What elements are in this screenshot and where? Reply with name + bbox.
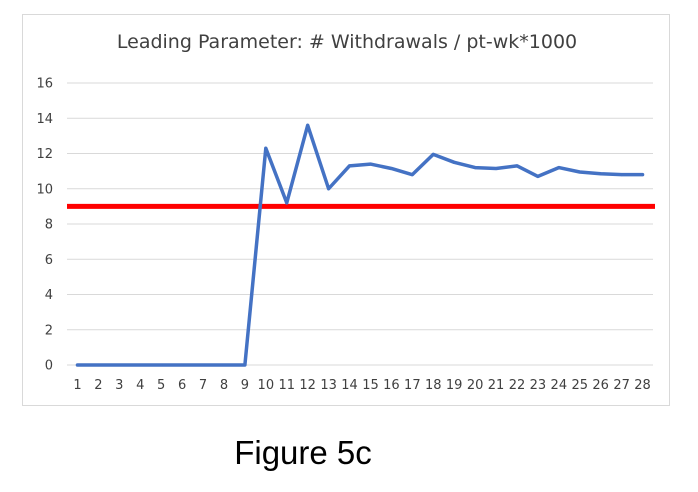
- x-tick-label: 25: [571, 378, 588, 393]
- x-tick-label: 8: [220, 378, 228, 393]
- data-point: [348, 164, 352, 168]
- data-point: [620, 173, 624, 177]
- x-tick-label: 12: [299, 378, 316, 393]
- x-tick-label: 20: [467, 378, 484, 393]
- x-tick-label: 4: [136, 378, 144, 393]
- x-tick-label: 9: [241, 378, 249, 393]
- data-point: [599, 172, 603, 176]
- chart-frame: Leading Parameter: # Withdrawals / pt-wk…: [22, 14, 670, 406]
- data-point: [515, 164, 519, 168]
- series-line: [75, 123, 645, 367]
- x-tick-label: 1: [73, 378, 81, 393]
- x-tick-label: 22: [509, 378, 526, 393]
- x-tick-label: 21: [488, 378, 505, 393]
- data-point: [243, 363, 247, 367]
- data-point: [159, 363, 163, 367]
- chart-title: Leading Parameter: # Withdrawals / pt-wk…: [116, 31, 578, 53]
- x-tick-label: 14: [341, 378, 358, 393]
- x-tick-label: 7: [199, 378, 207, 393]
- x-tick-label: 13: [320, 378, 337, 393]
- data-point: [117, 363, 121, 367]
- y-tick-label: 12: [36, 147, 53, 162]
- x-tick-label: 17: [404, 378, 421, 393]
- x-axis-ticks: 1 2 3 4 5 6 7 8 9 10 11 12 13 14 15 16 17 18 19 20 21 22 23 24 2…: [73, 378, 650, 393]
- data-point: [494, 166, 498, 170]
- data-point: [75, 363, 79, 367]
- y-tick-label: 0: [45, 359, 53, 374]
- x-tick-label: 15: [362, 378, 379, 393]
- x-tick-label: 18: [425, 378, 442, 393]
- x-tick-label: 11: [278, 378, 295, 393]
- x-tick-label: 10: [258, 378, 275, 393]
- data-point: [536, 174, 540, 178]
- figure-caption: Figure 5c: [234, 434, 372, 471]
- x-tick-label: 27: [613, 378, 630, 393]
- data-point: [180, 363, 184, 367]
- y-tick-label: 2: [45, 323, 53, 338]
- y-axis-ticks: 0 2 4 6 8 10 12 14 16: [36, 77, 53, 374]
- x-tick-label: 28: [634, 378, 651, 393]
- data-point: [222, 363, 226, 367]
- data-point: [431, 152, 435, 156]
- y-tick-label: 8: [45, 218, 53, 233]
- data-point: [410, 173, 414, 177]
- x-tick-label: 6: [178, 378, 186, 393]
- data-point: [138, 363, 142, 367]
- y-tick-label: 16: [36, 77, 53, 92]
- y-tick-label: 4: [45, 288, 53, 303]
- x-tick-label: 26: [592, 378, 609, 393]
- y-tick-label: 10: [36, 182, 53, 197]
- x-tick-label: 23: [530, 378, 547, 393]
- x-tick-label: 5: [157, 378, 165, 393]
- data-point: [368, 162, 372, 166]
- data-point: [578, 170, 582, 174]
- x-tick-label: 16: [383, 378, 400, 393]
- data-point: [473, 166, 477, 170]
- data-point: [389, 166, 393, 170]
- x-tick-label: 24: [551, 378, 568, 393]
- data-point: [452, 160, 456, 164]
- y-tick-label: 14: [36, 112, 53, 127]
- x-tick-label: 3: [115, 378, 123, 393]
- series: [75, 123, 645, 367]
- data-point: [557, 166, 561, 170]
- data-point: [96, 363, 100, 367]
- data-point: [327, 187, 331, 191]
- data-point: [306, 123, 310, 127]
- gridlines: [67, 82, 653, 366]
- y-tick-label: 6: [45, 253, 53, 268]
- data-point: [264, 146, 268, 150]
- x-tick-label: 19: [446, 378, 463, 393]
- data-point: [285, 201, 289, 205]
- data-point: [201, 363, 205, 367]
- x-tick-label: 2: [94, 378, 102, 393]
- data-point: [641, 173, 645, 177]
